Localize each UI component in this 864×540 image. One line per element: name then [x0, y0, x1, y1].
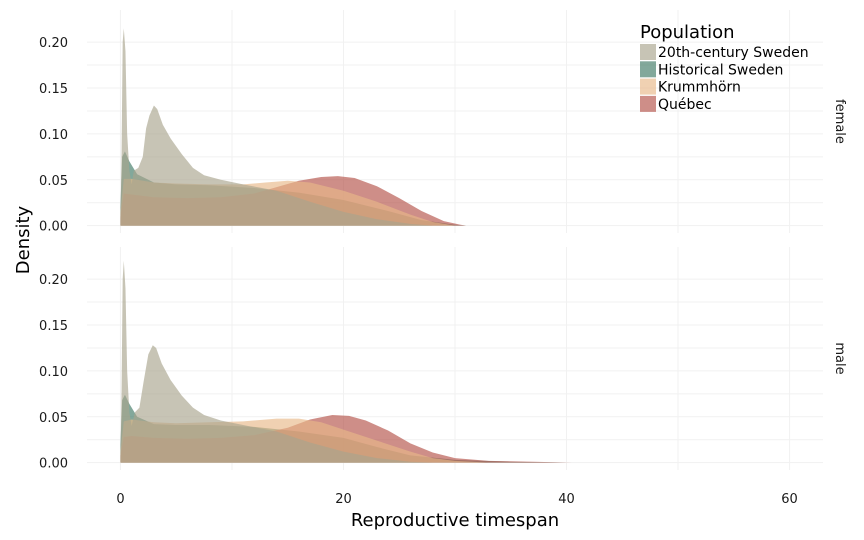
x-tick-labels: 0 20 40 60	[116, 492, 798, 507]
facet-panel-male: 0.00 0.05 0.10 0.15 0.20 male	[39, 247, 847, 472]
facet-panels: 0.000.050.100.150.20female0.000.050.100.…	[39, 10, 847, 507]
facet-strip-label: male	[832, 342, 847, 374]
x-tick-label: 40	[558, 492, 575, 507]
grid-lines	[87, 10, 823, 233]
legend-label-historical-sweden: Historical Sweden	[658, 62, 783, 78]
x-tick-label: 0	[116, 492, 124, 507]
y-tick-label: 0.00	[39, 220, 68, 235]
x-tick-label: 20	[335, 492, 352, 507]
legend-swatch-qu-bec	[640, 95, 656, 112]
y-tick-label: 0.10	[39, 128, 68, 143]
legend-swatch-krummh-rn	[640, 78, 656, 95]
y-tick-label: 0.20	[39, 36, 68, 51]
legend: Population 20th-century SwedenHistorical…	[640, 22, 809, 113]
y-tick-label: 0.05	[39, 174, 68, 189]
legend-swatch-20th-century-sweden	[640, 44, 656, 60]
facet-strip-label: female	[832, 99, 847, 144]
density-area-20th-century-sweden	[120, 260, 433, 463]
x-axis-title: Reproductive timespan	[351, 510, 559, 531]
density-areas	[120, 28, 467, 226]
y-tick-label: 0.10	[39, 365, 68, 380]
density-area-20th-century-sweden	[120, 28, 433, 226]
legend-label-qu-bec: Québec	[658, 97, 712, 113]
y-tick-label: 0.15	[39, 319, 68, 334]
legend-label-krummh-rn: Krummhörn	[658, 80, 741, 96]
legend-swatch-historical-sweden	[640, 61, 656, 78]
density-areas	[120, 260, 573, 463]
legend-label-20th-century-sweden: 20th-century Sweden	[658, 45, 809, 61]
y-tick-label: 0.00	[39, 457, 68, 472]
legend-title: Population	[640, 22, 735, 43]
y-tick-label: 0.15	[39, 82, 68, 97]
x-tick-label: 60	[781, 492, 798, 507]
y-tick-label: 0.20	[39, 273, 68, 288]
y-tick-label: 0.05	[39, 411, 68, 426]
facet-panel-female: 0.00 0.05 0.10 0.15 0.20 female	[39, 10, 847, 235]
y-axis-title: Density	[13, 205, 34, 274]
